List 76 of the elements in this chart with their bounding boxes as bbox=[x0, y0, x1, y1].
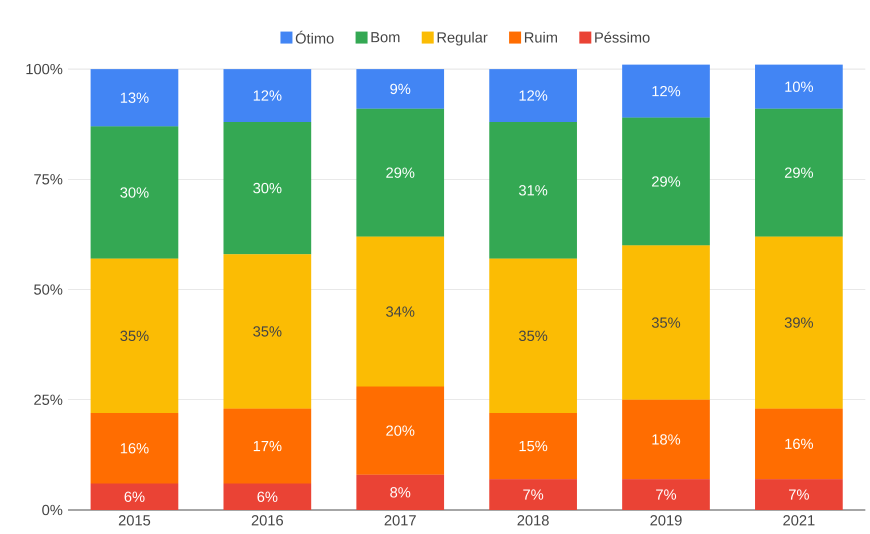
bar bbox=[90, 69, 178, 126]
data-label: 7% bbox=[523, 489, 544, 500]
y-tick-label: 75% bbox=[34, 174, 62, 184]
bar bbox=[223, 122, 312, 254]
data-label: 8% bbox=[390, 487, 410, 498]
bar bbox=[755, 108, 843, 237]
bar bbox=[356, 474, 444, 510]
data-label: 39% bbox=[784, 317, 814, 328]
bar bbox=[622, 400, 710, 480]
bar bbox=[90, 258, 178, 413]
bar bbox=[622, 64, 710, 118]
data-label: 7% bbox=[656, 489, 676, 500]
legend-label: Ruim bbox=[524, 32, 557, 43]
legend-label: Ótimo bbox=[296, 30, 334, 44]
y-tick-label: 100% bbox=[26, 64, 62, 74]
data-label: 16% bbox=[785, 438, 814, 450]
data-label: 6% bbox=[124, 492, 145, 502]
bar bbox=[622, 118, 710, 246]
x-tick-label: 2018 bbox=[518, 515, 549, 526]
data-label: 30% bbox=[253, 182, 282, 194]
x-tick-label: 2017 bbox=[384, 515, 416, 526]
bar bbox=[489, 69, 577, 122]
legend-label: Péssimo bbox=[595, 32, 650, 43]
bar bbox=[90, 126, 178, 259]
bar bbox=[489, 479, 577, 510]
legend-label: Regular bbox=[438, 32, 488, 46]
y-tick-label: 25% bbox=[34, 394, 62, 405]
data-label: 15% bbox=[520, 440, 548, 452]
data-label: 9% bbox=[390, 84, 410, 94]
data-label: 12% bbox=[652, 86, 680, 96]
bar bbox=[489, 412, 577, 480]
data-label: 13% bbox=[120, 92, 149, 103]
x-tick-label: 2015 bbox=[118, 515, 150, 526]
data-label: 12% bbox=[254, 90, 282, 101]
data-label: 17% bbox=[254, 440, 282, 452]
x-tick-label: 2021 bbox=[783, 515, 814, 526]
data-label: 35% bbox=[253, 326, 282, 337]
x-tick-label: 2016 bbox=[252, 515, 283, 526]
bar bbox=[223, 408, 312, 484]
bar bbox=[622, 245, 710, 400]
data-label: 34% bbox=[386, 306, 414, 317]
data-label: 12% bbox=[520, 90, 548, 101]
bar bbox=[489, 258, 577, 413]
bar bbox=[755, 64, 843, 109]
bar bbox=[622, 479, 710, 510]
bar bbox=[356, 108, 444, 237]
data-label: 35% bbox=[652, 317, 680, 328]
data-label: 29% bbox=[652, 176, 680, 187]
bar bbox=[223, 69, 312, 122]
data-label: 29% bbox=[784, 168, 814, 178]
bar bbox=[223, 254, 312, 409]
data-label: 16% bbox=[120, 443, 149, 454]
data-label: 35% bbox=[519, 330, 548, 342]
data-label: 10% bbox=[785, 82, 814, 92]
data-label: 29% bbox=[386, 168, 414, 178]
bar bbox=[755, 236, 843, 409]
data-label: 31% bbox=[519, 185, 548, 196]
y-tick-label: 0% bbox=[42, 504, 62, 516]
data-label: 35% bbox=[120, 330, 149, 342]
data-label: 7% bbox=[789, 489, 809, 500]
bar bbox=[90, 484, 178, 510]
y-tick-label: 50% bbox=[34, 284, 62, 295]
data-label: 20% bbox=[386, 425, 414, 436]
data-label: 6% bbox=[257, 492, 278, 502]
bar bbox=[90, 412, 178, 484]
bar bbox=[356, 386, 444, 475]
bar bbox=[755, 479, 843, 510]
x-tick-label: 2019 bbox=[650, 515, 682, 526]
data-label: 18% bbox=[652, 434, 680, 445]
bar bbox=[356, 69, 444, 109]
bar bbox=[223, 484, 312, 510]
data-label: 30% bbox=[120, 187, 149, 198]
bar bbox=[755, 408, 843, 480]
bar bbox=[489, 122, 577, 259]
legend-label: Bom bbox=[371, 32, 400, 42]
bar bbox=[356, 236, 444, 387]
